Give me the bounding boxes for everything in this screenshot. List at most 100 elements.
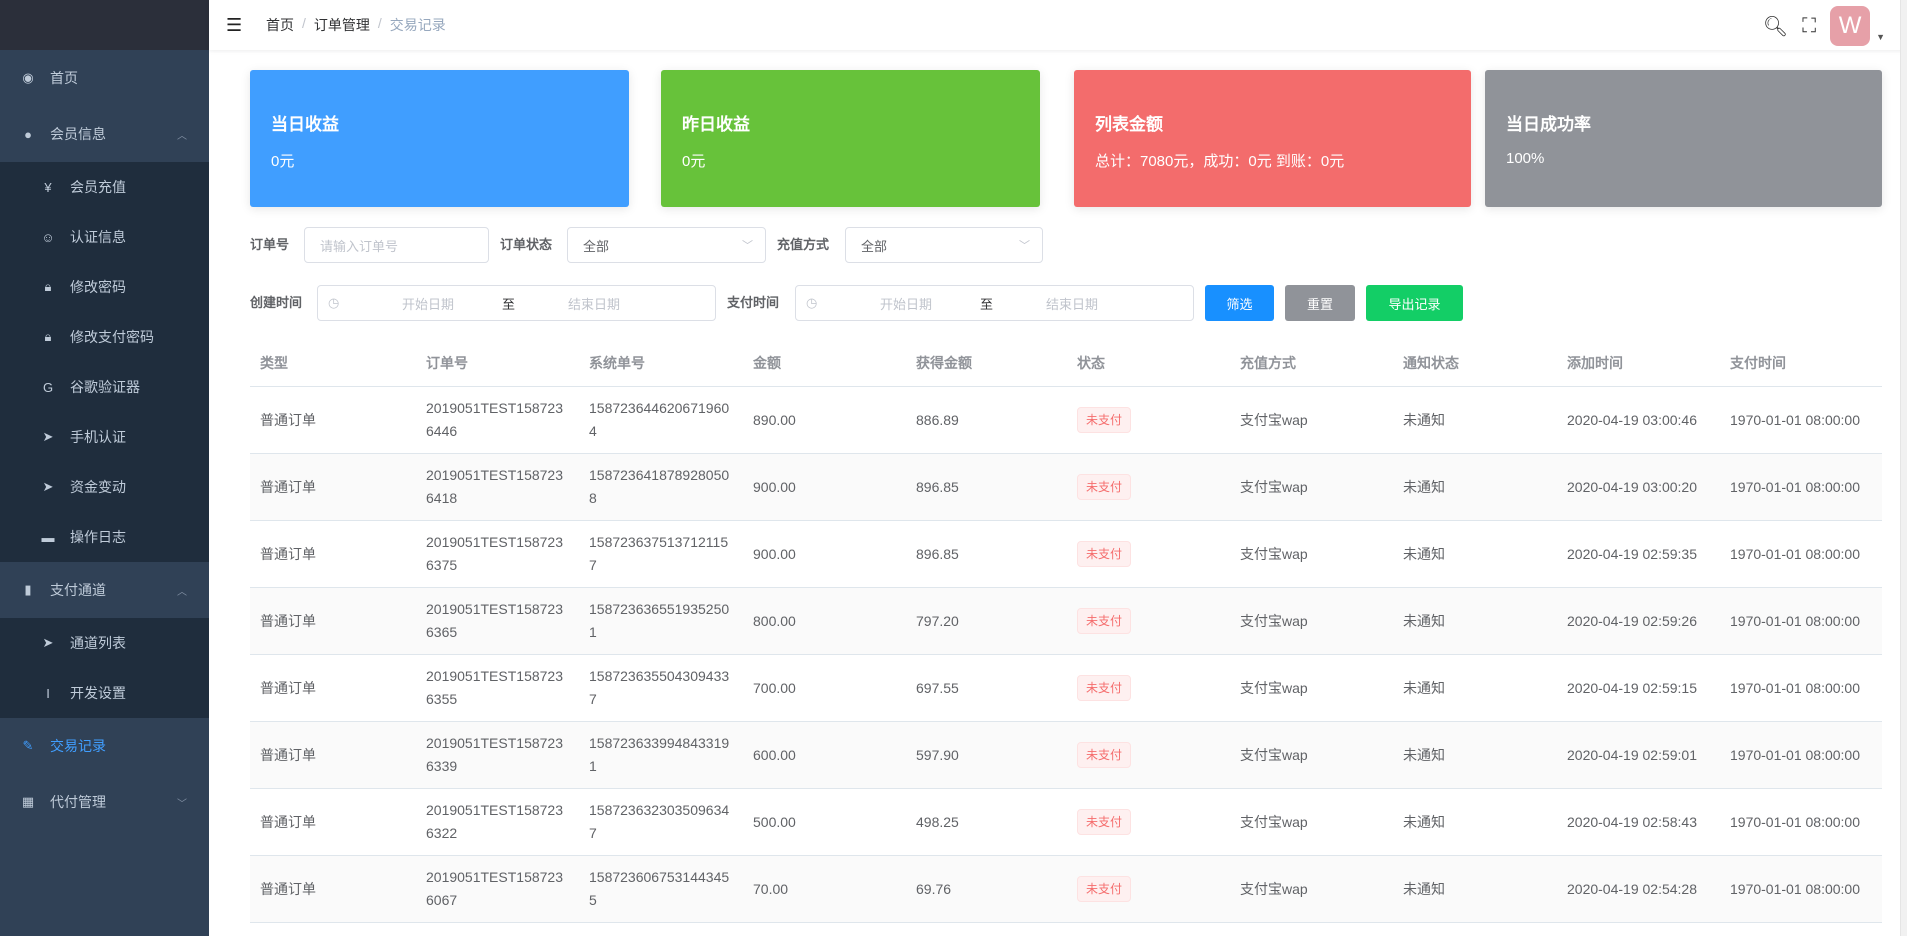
sidebar-item[interactable]: G 谷歌验证器 — [0, 362, 209, 412]
table-row[interactable]: 普通订单 2019051TEST1587236418 158723641878928… — [250, 454, 1882, 521]
pay-time-range[interactable]: ◷ 开始日期 至 结束日期 — [795, 285, 1194, 321]
card-yesterday-income: 昨日收益 0元 — [661, 70, 1040, 207]
table-row[interactable]: 普通订单 2019051TEST1587236365 158723636551935… — [250, 588, 1882, 655]
table-row[interactable]: 普通订单 2019051TEST1587236067 158723606753144… — [250, 856, 1882, 923]
table-cell: 900.00 — [753, 545, 796, 562]
search-icon[interactable]: 🔍︎ — [1762, 15, 1789, 38]
start-date-input[interactable]: 开始日期 — [401, 296, 454, 312]
table-cell: 1587236375137121157 — [589, 534, 729, 573]
table-cell: 1587236067531443455 — [589, 869, 730, 908]
sidebar-item[interactable]: ➤ 资金变动 — [0, 462, 209, 512]
table-cell: 700.00 — [753, 679, 796, 696]
table-cell: 697.55 — [916, 679, 959, 696]
page-scrollbar[interactable] — [1900, 0, 1907, 936]
breadcrumb-order-management[interactable]: 订单管理 — [313, 17, 370, 33]
end-date-input[interactable]: 结束日期 — [567, 296, 620, 312]
table-cell: 597.90 — [916, 746, 959, 763]
table-cell: 2020-04-19 02:59:01 — [1567, 746, 1697, 763]
create-time-range[interactable]: ◷ 开始日期 至 结束日期 — [317, 285, 716, 321]
sidebar-item-label: 修改支付密码 — [70, 329, 154, 345]
sidebar-item-label: 修改密码 — [70, 279, 126, 295]
order-no-input[interactable]: 请输入订单号 — [304, 227, 489, 263]
sidebar-item-label: 手机认证 — [70, 429, 126, 445]
table-cell: 2020-04-19 03:00:46 — [1567, 411, 1697, 428]
sidebar-item-label: 交易记录 — [50, 738, 106, 754]
table-cell: 1970-01-01 08:00:00 — [1730, 679, 1860, 696]
status-badge: 未支付 — [1077, 675, 1132, 701]
reset-button[interactable]: 重置 — [1285, 285, 1355, 321]
table-cell: 2019051TEST1587236322 — [426, 802, 563, 841]
paper-plane-icon: ➤ — [42, 479, 54, 494]
table-cell: 未支付 — [1067, 675, 1230, 701]
sidebar-item-label: 会员充值 — [70, 179, 126, 195]
table-cell: 普通订单 — [260, 746, 316, 763]
edit-icon: ✎ — [22, 738, 34, 753]
status-badge: 未支付 — [1077, 407, 1132, 433]
sidebar-item[interactable]: 🔒︎ 修改密码 — [0, 262, 209, 312]
card-value: 0元 — [271, 153, 295, 170]
fullscreen-icon[interactable]: ⛶ — [1802, 14, 1817, 37]
sidebar-item[interactable]: ▦ 代付管理 ﹀ — [0, 774, 209, 830]
sidebar-item[interactable]: ☺ 认证信息 — [0, 212, 209, 262]
table-cell: 800.00 — [753, 612, 796, 629]
card-today-income: 当日收益 0元 — [250, 70, 629, 207]
hamburger-icon[interactable]: ☰ — [226, 14, 243, 35]
create-time-label: 创建时间 — [250, 295, 303, 310]
table-cell: 普通订单 — [260, 679, 316, 696]
table-cell: 2020-04-19 02:59:15 — [1567, 679, 1697, 696]
yen-icon: ¥ — [44, 179, 52, 195]
sidebar-item[interactable]: ▬ 操作日志 — [0, 512, 209, 562]
table-cell: 支付宝wap — [1240, 746, 1308, 763]
sidebar-item[interactable]: 🔒︎ 修改支付密码 — [0, 312, 209, 362]
table-cell: 未通知 — [1403, 545, 1445, 562]
table-cell: 1587236418789280508 — [589, 467, 730, 506]
table-cell: 支付宝wap — [1240, 411, 1308, 428]
order-no-placeholder: 请输入订单号 — [320, 238, 399, 254]
caret-down-icon[interactable]: ▼ — [1876, 32, 1885, 42]
card-title: 列表金额 — [1095, 115, 1163, 134]
card-success-rate: 当日成功率 100% — [1485, 70, 1882, 207]
sidebar-item-label: 会员信息 — [50, 126, 106, 142]
sidebar-item-label: 操作日志 — [70, 529, 126, 545]
table-row[interactable]: 普通订单 2019051TEST1587236446 158723644620671… — [250, 387, 1882, 454]
sidebar-item[interactable]: I 开发设置 — [0, 668, 209, 718]
table-row[interactable]: 普通订单 2019051TEST1587236339 158723633994843… — [250, 722, 1882, 789]
table-cell: 未通知 — [1403, 746, 1445, 763]
sidebar-item-label: 谷歌验证器 — [70, 379, 140, 395]
table-cell: 2019051TEST1587236365 — [426, 601, 563, 640]
column-header: 类型 — [260, 354, 288, 371]
sidebar-item[interactable]: ▮ 支付通道 ︿ — [0, 562, 209, 618]
filter-button[interactable]: 筛选 — [1205, 285, 1274, 321]
start-date-input[interactable]: 开始日期 — [879, 296, 932, 312]
top-navbar: ☰ 首页 / 订单管理 / 交易记录 🔍︎ ⛶ W ▼ — [209, 0, 1907, 50]
sidebar-item[interactable]: ◉ 首页 — [0, 50, 209, 106]
pay-method-select[interactable]: 全部 ﹀ — [845, 227, 1043, 263]
table-cell: 普通订单 — [260, 411, 316, 428]
chevron-icon: ﹀ — [177, 798, 187, 810]
column-header: 获得金额 — [916, 354, 972, 371]
sidebar-item[interactable]: ➤ 手机认证 — [0, 412, 209, 462]
sidebar-item[interactable]: ● 会员信息 ︿ — [0, 106, 209, 162]
sidebar-item[interactable]: ➤ 通道列表 — [0, 618, 209, 668]
table-cell: 未通知 — [1403, 880, 1445, 897]
table-row[interactable]: 普通订单 2019051TEST1587236355 158723635504309… — [250, 655, 1882, 722]
breadcrumb-home[interactable]: 首页 — [266, 17, 294, 33]
table-row[interactable]: 普通订单 2019051TEST1587236322 158723632303509… — [250, 789, 1882, 856]
export-button[interactable]: 导出记录 — [1366, 285, 1463, 321]
sidebar-item[interactable]: ¥ 会员充值 — [0, 162, 209, 212]
table-cell: 未支付 — [1067, 809, 1230, 835]
breadcrumb-current: 交易记录 — [389, 17, 446, 33]
table-cell: 普通订单 — [260, 612, 316, 629]
chevron-down-icon: ﹀ — [1019, 240, 1030, 252]
avatar[interactable]: W — [1830, 6, 1871, 46]
order-status-label: 订单状态 — [500, 237, 553, 252]
pay-method-value: 全部 — [861, 238, 888, 254]
column-header: 订单号 — [426, 354, 468, 371]
end-date-input[interactable]: 结束日期 — [1045, 296, 1098, 312]
table-row[interactable]: 普通订单 2019051TEST1587236375 158723637513712… — [250, 521, 1882, 588]
order-status-select[interactable]: 全部 ﹀ — [567, 227, 766, 263]
table-cell: 未支付 — [1067, 742, 1230, 768]
sidebar-item[interactable]: ✎ 交易记录 — [0, 718, 209, 774]
card-list-amount: 列表金额 总计：7080元，成功：0元 到账：0元 — [1074, 70, 1471, 207]
status-badge: 未支付 — [1077, 474, 1132, 500]
